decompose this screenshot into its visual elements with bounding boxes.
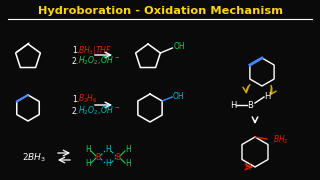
Text: $2BH_3$: $2BH_3$ — [22, 152, 46, 164]
Text: B: B — [95, 152, 100, 161]
Text: Hydroboration - Oxidation Mechanism: Hydroboration - Oxidation Mechanism — [37, 6, 283, 16]
Text: H: H — [85, 159, 91, 168]
Text: H: H — [125, 159, 131, 168]
Text: H: H — [105, 145, 111, 154]
Text: 2.: 2. — [72, 107, 79, 116]
Text: H: H — [244, 163, 250, 172]
Text: $BH_2$: $BH_2$ — [273, 134, 289, 146]
Text: B: B — [247, 100, 253, 109]
Text: H: H — [125, 145, 131, 154]
Text: $H_2O_2, OH^-$: $H_2O_2, OH^-$ — [78, 55, 120, 67]
Text: B: B — [116, 152, 121, 161]
Text: 2.: 2. — [72, 57, 79, 66]
Text: $BH_3|THF$: $BH_3|THF$ — [78, 44, 112, 57]
Text: $B_2H_6$: $B_2H_6$ — [78, 93, 98, 105]
Text: $H_2O_2, OH^-$: $H_2O_2, OH^-$ — [78, 105, 120, 117]
Text: OH: OH — [173, 91, 185, 100]
Text: 1.: 1. — [72, 94, 79, 103]
Text: OH: OH — [173, 42, 185, 51]
Text: H: H — [230, 100, 236, 109]
Text: H: H — [105, 159, 111, 168]
Text: H: H — [85, 145, 91, 154]
Text: H: H — [264, 91, 270, 100]
Text: 1.: 1. — [72, 46, 79, 55]
